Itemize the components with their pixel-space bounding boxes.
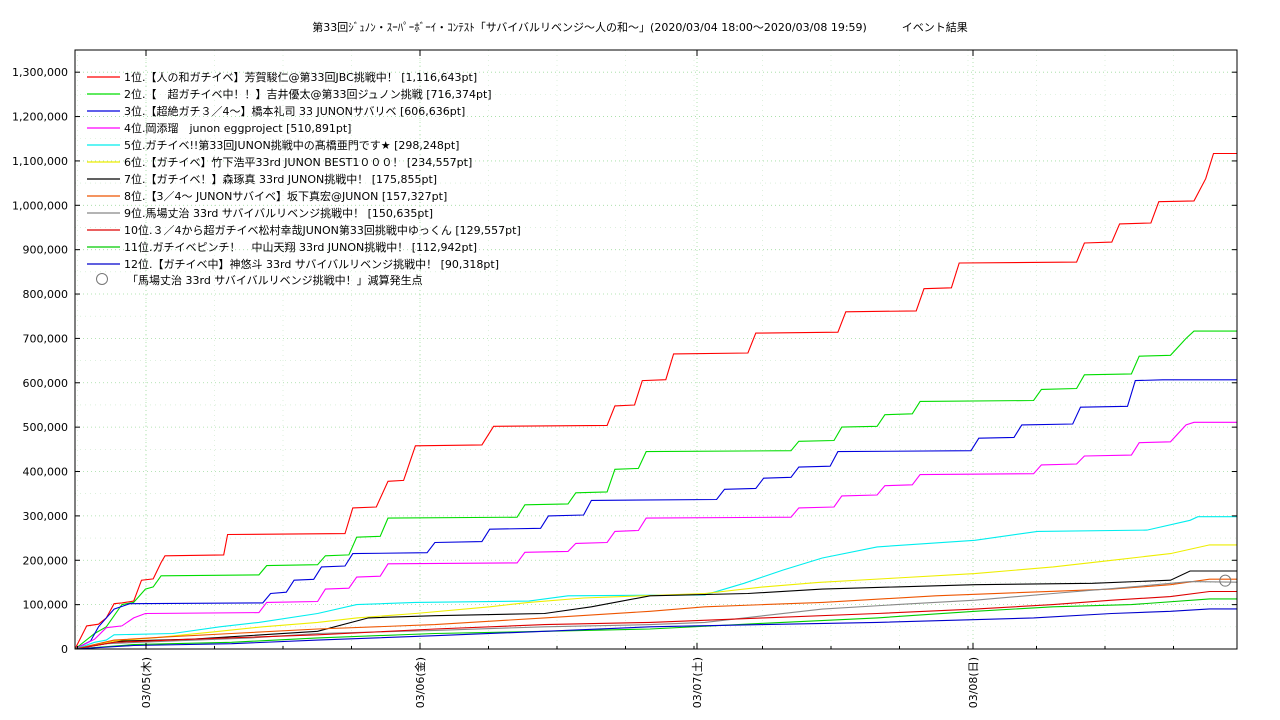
series-line-3 <box>74 379 1237 650</box>
x-tick-label: 03/05(木) <box>140 657 153 708</box>
y-tick-label: 1,300,000 <box>12 66 68 79</box>
legend-label-6: 6位.【ガチイベ】竹下浩平33rd JUNON BEST1０００！ [234,5… <box>124 155 472 169</box>
y-tick-label: 400,000 <box>23 466 69 479</box>
y-tick-label: 600,000 <box>23 377 69 390</box>
legend-label-11: 11位.ガチイベピンチ！ 中山天翔 33rd JUNON挑戦中！ [112,94… <box>124 240 477 254</box>
legend-label-12: 12位.【ガチイベ中】神悠斗 33rd サバイバルリベンジ挑戦中！ [90,31… <box>124 257 499 271</box>
series-line-9 <box>74 581 1238 650</box>
y-tick-label: 500,000 <box>23 421 69 434</box>
y-tick-label: 0 <box>61 643 68 656</box>
series-line-6 <box>74 544 1237 650</box>
legend-label-7: 7位.【ガチイベ！】森琢真 33rd JUNON挑戦中！ [175,855pt] <box>124 172 437 186</box>
legend-label-5: 5位.ガチイベ!!第33回JUNON挑戦中の髙橋亜門です★ [298,248pt… <box>124 138 459 152</box>
legend-label-2: 2位.【 超ガチイベ中！！】吉井優太@第33回ジュノン挑戦 [716,374pt… <box>124 87 492 101</box>
series-line-2 <box>74 330 1237 650</box>
legend-label-4: 4位.岡添瑠 junon eggproject [510,891pt] <box>124 121 351 135</box>
legend-label-1: 1位.【人の和ガチイベ】芳賀駿仁@第33回JBC挑戦中！ [1,116,643p… <box>124 70 477 84</box>
y-tick-label: 200,000 <box>23 554 69 567</box>
x-tick-label: 03/06(金) <box>413 657 427 708</box>
series-line-1 <box>74 152 1237 650</box>
legend-label-9: 9位.馬場丈治 33rd サバイバルリベンジ挑戦中！ [150,635pt] <box>124 206 433 220</box>
y-tick-label: 1,200,000 <box>12 111 68 124</box>
axis-layer: 0 100,000 200,000 300,000 400,000 500,000 600,… <box>12 49 1238 708</box>
plot-frame <box>74 49 1238 650</box>
series-layer <box>74 152 1238 650</box>
grid-layer <box>75 50 1237 649</box>
legend-annotation-label: 「馬場丈治 33rd サバイバルリベンジ挑戦中！」減算発生点 <box>127 273 423 287</box>
y-tick-label: 1,100,000 <box>12 155 68 168</box>
series-line-7 <box>74 570 1237 650</box>
annotation-marker <box>1219 574 1232 587</box>
series-line-4 <box>74 421 1237 650</box>
y-tick-label: 800,000 <box>23 288 69 301</box>
x-tick-label: 03/07(土) <box>691 657 704 708</box>
y-tick-label: 100,000 <box>23 599 69 612</box>
series-line-5 <box>74 516 1237 650</box>
series-line-10 <box>74 590 1237 650</box>
legend-label-10: 10位.３／4から超ガチイベ松村幸哉JUNON第33回挑戦中ゆっくん [129,… <box>124 223 521 237</box>
y-tick-label: 900,000 <box>23 244 69 257</box>
y-tick-label: 1,000,000 <box>12 199 68 212</box>
legend-label-3: 3位.【超絶ガチ３／4〜】橋本礼司 33 JUNONサバリベ [606,636p… <box>124 104 465 118</box>
legend-annotation-marker <box>96 273 108 285</box>
legend-label-8: 8位.【3／4〜 JUNONサバイベ】坂下真宏@JUNON [157,327pt… <box>124 189 447 203</box>
series-line-12 <box>74 608 1237 650</box>
chart-title: 第33回ｼﾞｭﾉﾝ・ｽｰﾊﾟｰﾎﾞｰｲ・ｺﾝﾃｽﾄ「サバイバルリベンジ〜人の和〜… <box>312 21 968 34</box>
x-tick-label: 03/08(日) <box>967 657 980 708</box>
y-tick-label: 300,000 <box>23 510 69 523</box>
series-line-8 <box>74 578 1237 650</box>
legend: 1位.【人の和ガチイベ】芳賀駿仁@第33回JBC挑戦中！ [1,116,643p… <box>87 70 521 287</box>
y-tick-label: 700,000 <box>23 332 69 345</box>
